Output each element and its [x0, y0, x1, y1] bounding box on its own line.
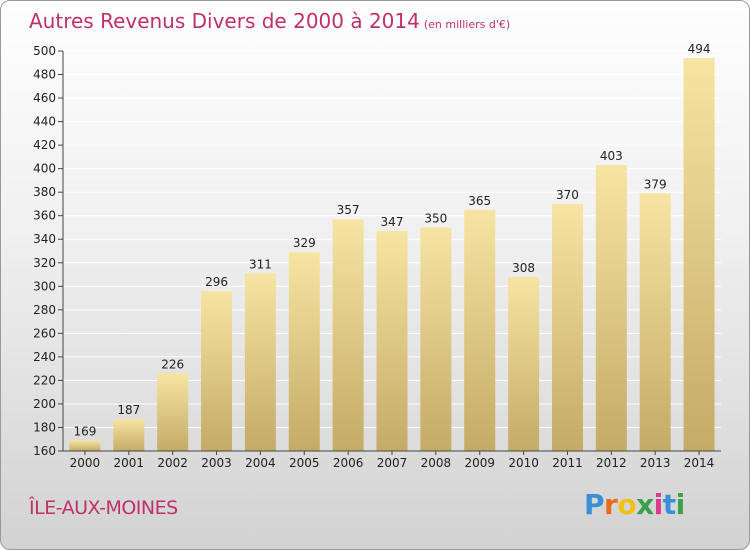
bars: [69, 58, 715, 451]
bar-2000: [69, 440, 101, 451]
bar-2010: [508, 276, 540, 451]
y-tick-label: 420: [33, 138, 56, 152]
bar-2014: [683, 58, 715, 451]
bar-2002: [157, 373, 189, 451]
bar-2006: [332, 219, 364, 451]
value-label-2000: 169: [73, 424, 96, 438]
value-label-2011: 370: [556, 188, 579, 202]
x-tick-label-2012: 2012: [596, 456, 627, 470]
logo-letter: t: [662, 488, 676, 521]
bar-2005: [288, 252, 320, 451]
x-tick-label-2001: 2001: [114, 456, 145, 470]
title-text: Autres Revenus Divers de 2000 à 2014: [29, 9, 420, 33]
y-tick-label: 200: [33, 397, 56, 411]
y-tick-label: 280: [33, 303, 56, 317]
commune-name: ÎLE-AUX-MOINES: [29, 497, 178, 519]
logo-letter: o: [617, 488, 637, 521]
y-tick-label: 160: [33, 444, 56, 458]
axes: [58, 50, 721, 455]
x-tick-label-2014: 2014: [684, 456, 715, 470]
value-label-2007: 347: [381, 215, 404, 229]
value-label-2002: 226: [161, 357, 184, 371]
x-tick-label-2005: 2005: [289, 456, 320, 470]
bar-2001: [113, 419, 145, 451]
y-tick-label: 300: [33, 279, 56, 293]
title-unit: (en milliers d'€): [423, 18, 511, 31]
labels: 160 180 200 220 240 260 280 300 320 340 360 380 400 4…: [33, 42, 714, 470]
bar-2013: [639, 193, 671, 451]
y-tick-label: 340: [33, 232, 56, 246]
value-label-2004: 311: [249, 257, 272, 271]
bar-2009: [464, 209, 496, 451]
x-tick-label-2003: 2003: [201, 456, 232, 470]
value-label-2014: 494: [688, 42, 711, 56]
logo-letter: i: [653, 488, 664, 521]
y-tick-label: 360: [33, 209, 56, 223]
proxiti-logo: Proxiti: [584, 488, 685, 521]
x-tick-label-2007: 2007: [377, 456, 408, 470]
value-label-2003: 296: [205, 275, 228, 289]
value-label-2013: 379: [644, 177, 667, 191]
x-tick-label-2006: 2006: [333, 456, 364, 470]
y-tick-label: 320: [33, 256, 56, 270]
x-tick-label-2010: 2010: [508, 456, 539, 470]
bar-2012: [595, 165, 627, 451]
logo-letter: x: [636, 488, 654, 521]
y-tick-label: 400: [33, 162, 56, 176]
y-tick-label: 500: [33, 44, 56, 58]
bar-2004: [244, 273, 276, 451]
bar-2008: [420, 227, 452, 451]
y-tick-label: 260: [33, 326, 56, 340]
y-tick-label: 440: [33, 115, 56, 129]
value-label-2010: 308: [512, 261, 535, 275]
value-label-2008: 350: [424, 211, 447, 225]
logo-letter: P: [584, 488, 605, 521]
value-label-2005: 329: [293, 236, 316, 250]
logo-letter: r: [604, 488, 618, 521]
chart-title: Autres Revenus Divers de 2000 à 2014 (en …: [29, 9, 510, 33]
value-label-2012: 403: [600, 149, 623, 163]
x-tick-label-2000: 2000: [70, 456, 101, 470]
y-tick-label: 240: [33, 350, 56, 364]
bar-2003: [201, 291, 233, 451]
y-tick-label: 220: [33, 373, 56, 387]
x-tick-label-2004: 2004: [245, 456, 276, 470]
y-tick-label: 180: [33, 420, 56, 434]
value-label-2009: 365: [468, 194, 491, 208]
x-tick-label-2002: 2002: [157, 456, 188, 470]
x-tick-label-2011: 2011: [552, 456, 583, 470]
x-tick-label-2008: 2008: [421, 456, 452, 470]
bar-2007: [376, 231, 408, 451]
y-tick-label: 380: [33, 185, 56, 199]
y-tick-label: 480: [33, 68, 56, 82]
y-tick-label: 460: [33, 91, 56, 105]
value-label-2001: 187: [117, 403, 140, 417]
x-tick-label-2013: 2013: [640, 456, 671, 470]
bar-2011: [551, 203, 583, 451]
value-label-2006: 357: [337, 203, 360, 217]
logo-letter: i: [675, 488, 686, 521]
x-tick-label-2009: 2009: [464, 456, 495, 470]
